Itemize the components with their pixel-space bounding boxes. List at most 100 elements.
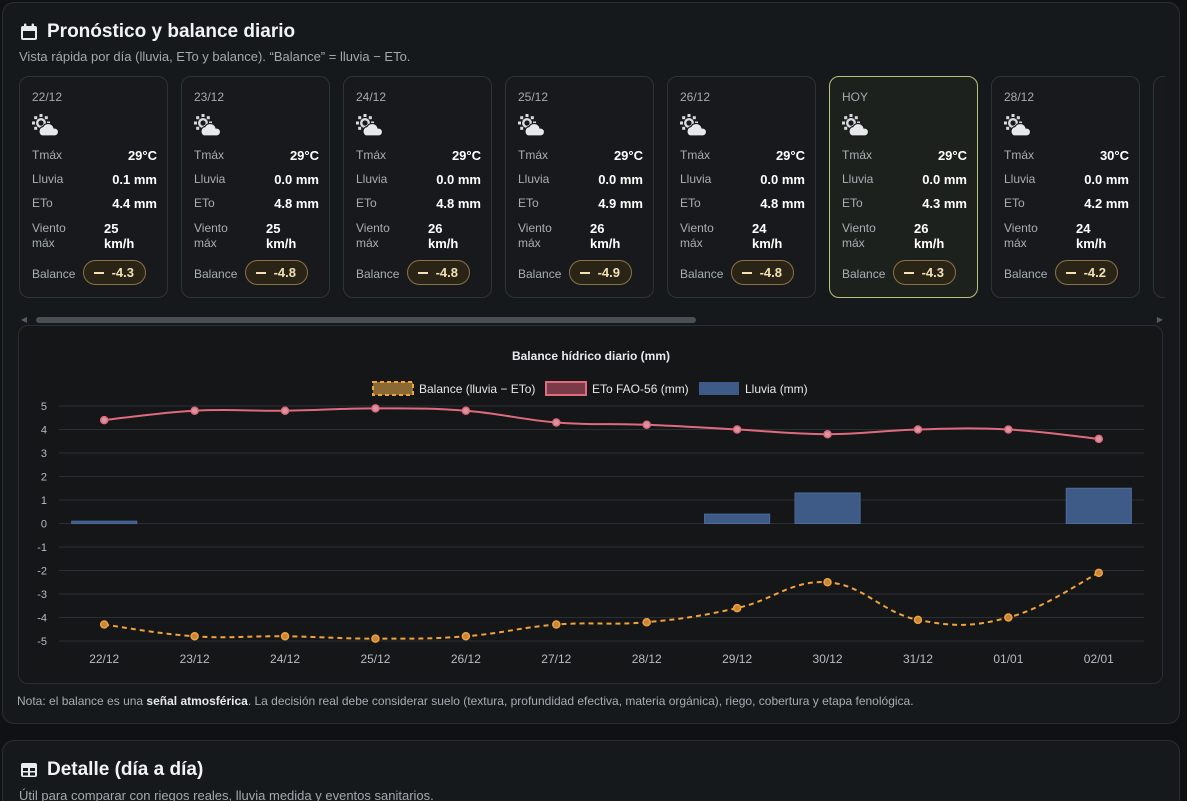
tmax-value: 29°C xyxy=(775,148,805,163)
balance-note: Nota: el balance es una señal atmosféric… xyxy=(17,694,914,708)
balance-point xyxy=(99,620,109,629)
rain-value: 0.0 mm xyxy=(922,172,967,187)
forecast-card[interactable]: 25/12 Tmáx 29°C Lluvia 0.0 mm ETo 4.9 mm Viento… xyxy=(505,76,654,298)
calendar-icon xyxy=(21,23,37,40)
rain-value: 0.0 mm xyxy=(598,172,643,187)
forecast-card[interactable]: HOY Tmáx 29°C Lluvia 0.0 mm ETo 4.3 mm Viento má… xyxy=(829,76,978,298)
forecast-card[interactable]: 28/12 Tmáx 30°C Lluvia 0.0 mm ETo 4.2 mm Viento… xyxy=(991,76,1140,298)
legend-label: Lluvia (mm) xyxy=(745,382,808,396)
legend-swatch-balance xyxy=(372,381,414,396)
tmax-label: Tmáx xyxy=(842,148,872,162)
eto-label: ETo xyxy=(1004,196,1025,210)
scroll-right-icon[interactable]: ▶ xyxy=(1156,315,1164,324)
balance-label: Balance xyxy=(194,267,238,281)
wind-value: 25 km/h xyxy=(104,221,135,251)
rain-bar xyxy=(704,513,771,525)
balance-label: Balance xyxy=(32,267,76,281)
balance-label: Balance xyxy=(680,267,724,281)
eto-label: ETo xyxy=(680,196,701,210)
balance-point xyxy=(1004,613,1013,622)
x-tick-label: 27/12 xyxy=(541,652,571,666)
table-icon xyxy=(21,763,37,777)
balance-pill: -4.3 xyxy=(82,260,146,285)
balance-point xyxy=(1094,568,1104,578)
balance-point xyxy=(190,632,199,641)
balance-point xyxy=(732,603,742,613)
x-tick-label: 23/12 xyxy=(180,652,210,666)
wind-label: Viento máx xyxy=(842,221,876,250)
wind-label: Viento máx xyxy=(680,221,714,250)
rain-bar xyxy=(71,520,138,524)
eto-label: ETo xyxy=(32,196,53,210)
card-wind-row: Viento máx 26 km/h xyxy=(518,221,643,253)
eto-point xyxy=(1004,425,1013,434)
x-tick-label: 26/12 xyxy=(451,652,481,666)
scroll-left-icon[interactable]: ◀ xyxy=(20,315,28,324)
chart-svg: Balance hídrico diario (mm) Balance (lluv… xyxy=(37,349,1144,666)
eto-label: ETo xyxy=(842,196,863,210)
forecast-cards-scroller[interactable]: 22/12 Tmáx 29°C Lluvia 0.1 mm ETo 4.4 mm Viento… xyxy=(19,76,1165,302)
rain-bar xyxy=(1065,487,1132,524)
eto-point xyxy=(461,406,471,415)
balance-pill: -4.9 xyxy=(568,260,632,285)
rain-label: Lluvia xyxy=(680,172,712,186)
forecast-card-partial[interactable] xyxy=(1153,76,1165,298)
cards-scrollbar[interactable]: ◀ ▶ xyxy=(19,315,1165,325)
note-prefix: Nota: el balance es una xyxy=(17,694,147,708)
card-date: HOY xyxy=(842,90,869,104)
card-wind-row: Viento máx 24 km/h xyxy=(1004,221,1129,253)
eto-point xyxy=(823,429,832,439)
partly-sunny-icon xyxy=(31,113,61,139)
rain-value: 0.1 mm xyxy=(112,172,157,187)
minus-icon xyxy=(903,271,914,274)
eto-point xyxy=(552,418,561,427)
partly-sunny-icon xyxy=(841,113,871,139)
scrollbar-thumb[interactable] xyxy=(36,317,696,323)
legend-label: ETo FAO-56 (mm) xyxy=(592,382,689,396)
tmax-label: Tmáx xyxy=(1004,148,1034,162)
detail-title-row: Detalle (día a día) xyxy=(19,758,203,782)
rain-label: Lluvia xyxy=(356,172,388,186)
balance-label: Balance xyxy=(518,267,562,281)
tmax-label: Tmáx xyxy=(356,148,386,162)
balance-pill: -4.8 xyxy=(406,260,470,285)
eto-point xyxy=(99,415,109,425)
balance-pill: -4.8 xyxy=(730,260,794,285)
tmax-value: 29°C xyxy=(451,148,481,163)
forecast-card[interactable]: 23/12 Tmáx 29°C Lluvia 0.0 mm ETo 4.8 mm Viento… xyxy=(181,76,330,298)
forecast-card[interactable]: 24/12 Tmáx 29°C Lluvia 0.0 mm ETo 4.8 mm Viento… xyxy=(343,76,492,298)
forecast-card[interactable]: 26/12 Tmáx 29°C Lluvia 0.0 mm ETo 4.8 mm Viento… xyxy=(667,76,816,298)
balance-point xyxy=(280,632,290,641)
balance-label: Balance xyxy=(1004,267,1048,281)
wind-value: 26 km/h xyxy=(428,221,459,251)
rain-value: 0.0 mm xyxy=(1084,172,1129,187)
x-tick-label: 22/12 xyxy=(89,652,119,666)
tmax-value: 29°C xyxy=(937,148,967,163)
card-wind-row: Viento máx 25 km/h xyxy=(32,221,157,253)
card-date: 23/12 xyxy=(194,90,225,104)
balance-label: Balance xyxy=(356,267,400,281)
y-tick-label: 3 xyxy=(41,448,47,460)
wind-label: Viento máx xyxy=(356,221,390,250)
y-tick-label: 2 xyxy=(41,472,47,484)
legend-swatch-eto xyxy=(545,381,587,396)
eto-label: ETo xyxy=(518,196,539,210)
balance-label: Balance xyxy=(842,267,886,281)
eto-value: 4.8 mm xyxy=(436,196,481,211)
eto-line xyxy=(104,407,1099,440)
x-tick-label: 31/12 xyxy=(903,652,933,666)
forecast-card[interactable]: 22/12 Tmáx 29°C Lluvia 0.1 mm ETo 4.4 mm Viento… xyxy=(19,76,168,298)
balance-point xyxy=(461,632,471,641)
balance-value: -4.8 xyxy=(273,265,296,280)
balance-point xyxy=(823,578,832,587)
minus-icon xyxy=(93,271,104,274)
balance-line xyxy=(104,571,1100,640)
minus-icon xyxy=(417,271,428,274)
partly-sunny-icon xyxy=(679,113,709,139)
rain-value: 0.0 mm xyxy=(436,172,481,187)
balance-point xyxy=(913,615,923,625)
wind-value: 24 km/h xyxy=(1076,221,1107,251)
rain-label: Lluvia xyxy=(842,172,874,186)
forecast-subtitle: Vista rápida por día (lluvia, ETo y bala… xyxy=(19,49,411,64)
eto-point xyxy=(913,425,923,434)
